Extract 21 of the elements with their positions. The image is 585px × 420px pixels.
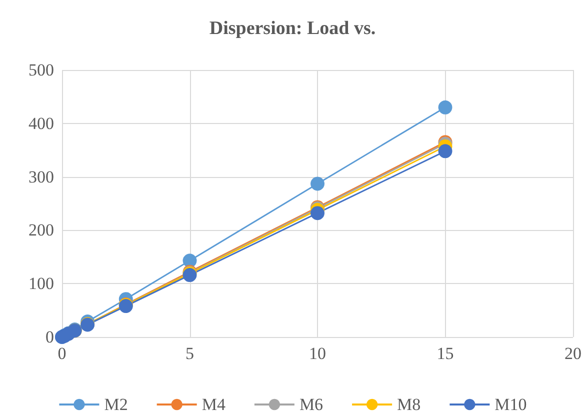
legend-label: M2 bbox=[104, 395, 128, 414]
legend-label: M4 bbox=[202, 395, 226, 414]
x-tick-label: 5 bbox=[186, 344, 194, 363]
x-tick-label: 20 bbox=[564, 344, 582, 363]
legend-label: M8 bbox=[397, 395, 421, 414]
legend-label: M6 bbox=[299, 395, 324, 414]
point bbox=[438, 144, 452, 158]
x-tick-label: 10 bbox=[309, 344, 326, 363]
y-tick-label: 500 bbox=[28, 60, 54, 80]
y-tick-label: 100 bbox=[28, 274, 54, 294]
y-tick-label: 200 bbox=[28, 220, 54, 240]
x-tick-label: 15 bbox=[436, 344, 454, 363]
point bbox=[310, 206, 324, 220]
y-tick-label: 400 bbox=[28, 114, 54, 133]
chart-title: Dispersion: Load vs. bbox=[209, 18, 376, 39]
legend-label: M10 bbox=[494, 395, 527, 414]
x-tick-label: 0 bbox=[58, 344, 66, 363]
point bbox=[438, 100, 452, 114]
point bbox=[310, 176, 324, 191]
y-tick-label: 0 bbox=[46, 328, 54, 346]
y-tick-label: 300 bbox=[28, 167, 54, 186]
